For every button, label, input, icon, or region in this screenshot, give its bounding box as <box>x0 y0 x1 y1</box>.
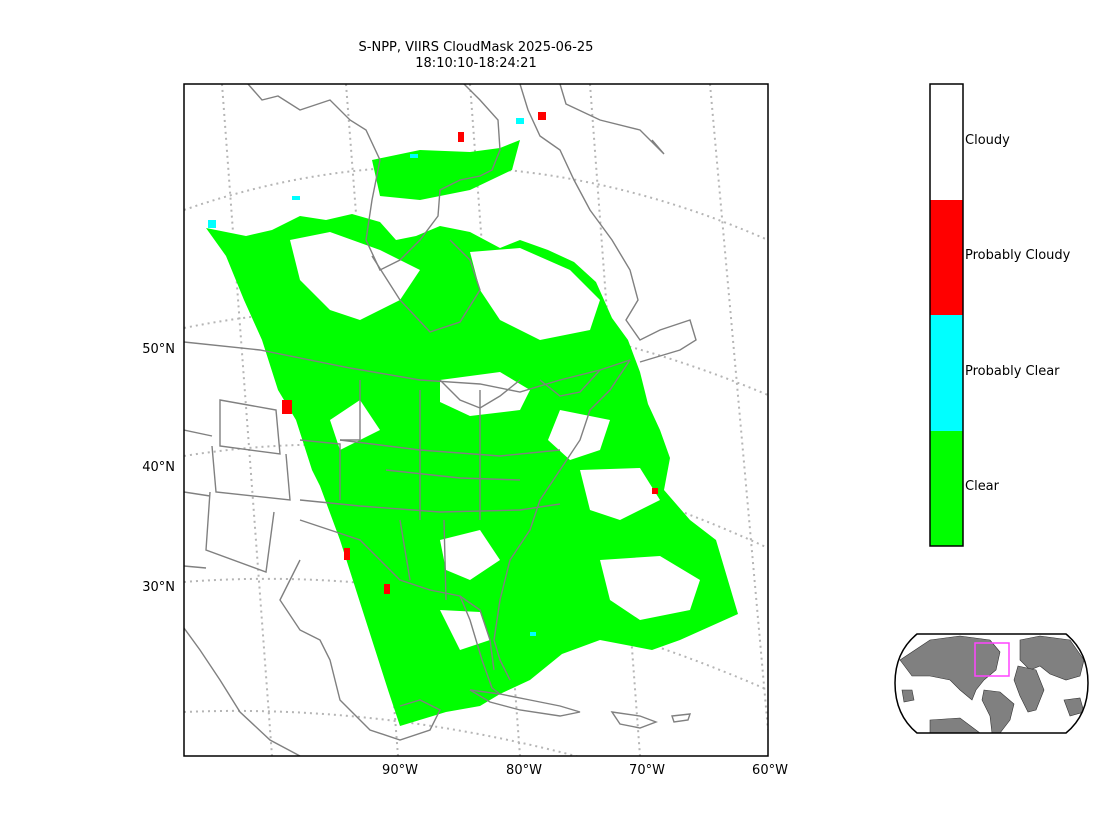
map-title: S-NPP, VIIRS CloudMask 2025-06-25 18:10:… <box>276 40 676 72</box>
title-line-1: S-NPP, VIIRS CloudMask 2025-06-25 <box>358 40 594 55</box>
lat-label-30: 30°N <box>142 580 175 595</box>
legend-swatch-cloudy <box>930 84 963 200</box>
lat-label-40: 40°N <box>142 460 175 475</box>
lon-label-90w: 90°W <box>382 763 418 778</box>
legend-label-probably-cloudy: Probably Cloudy <box>965 248 1071 263</box>
lon-label-60w: 60°W <box>752 763 788 778</box>
title-line-2: 18:10:10-18:24:21 <box>415 56 537 71</box>
legend-colorbar <box>929 83 964 547</box>
legend-swatch-probably-cloudy <box>930 200 963 315</box>
lon-label-80w: 80°W <box>506 763 542 778</box>
lat-label-50: 50°N <box>142 342 175 357</box>
legend-swatch-clear <box>930 431 963 546</box>
legend-swatch-probably-clear <box>930 315 963 431</box>
lon-label-70w: 70°W <box>629 763 665 778</box>
legend-label-clear: Clear <box>965 479 999 494</box>
legend-label-cloudy: Cloudy <box>965 133 1010 148</box>
map-frame <box>183 83 769 757</box>
cloudmask-swath <box>206 112 738 726</box>
overview-region-box <box>974 642 1010 677</box>
cloudmask-flecks <box>208 112 658 636</box>
overview-globe <box>894 633 1089 734</box>
map-area <box>184 84 768 756</box>
coastlines <box>184 84 697 756</box>
legend-label-probably-clear: Probably Clear <box>965 364 1060 379</box>
